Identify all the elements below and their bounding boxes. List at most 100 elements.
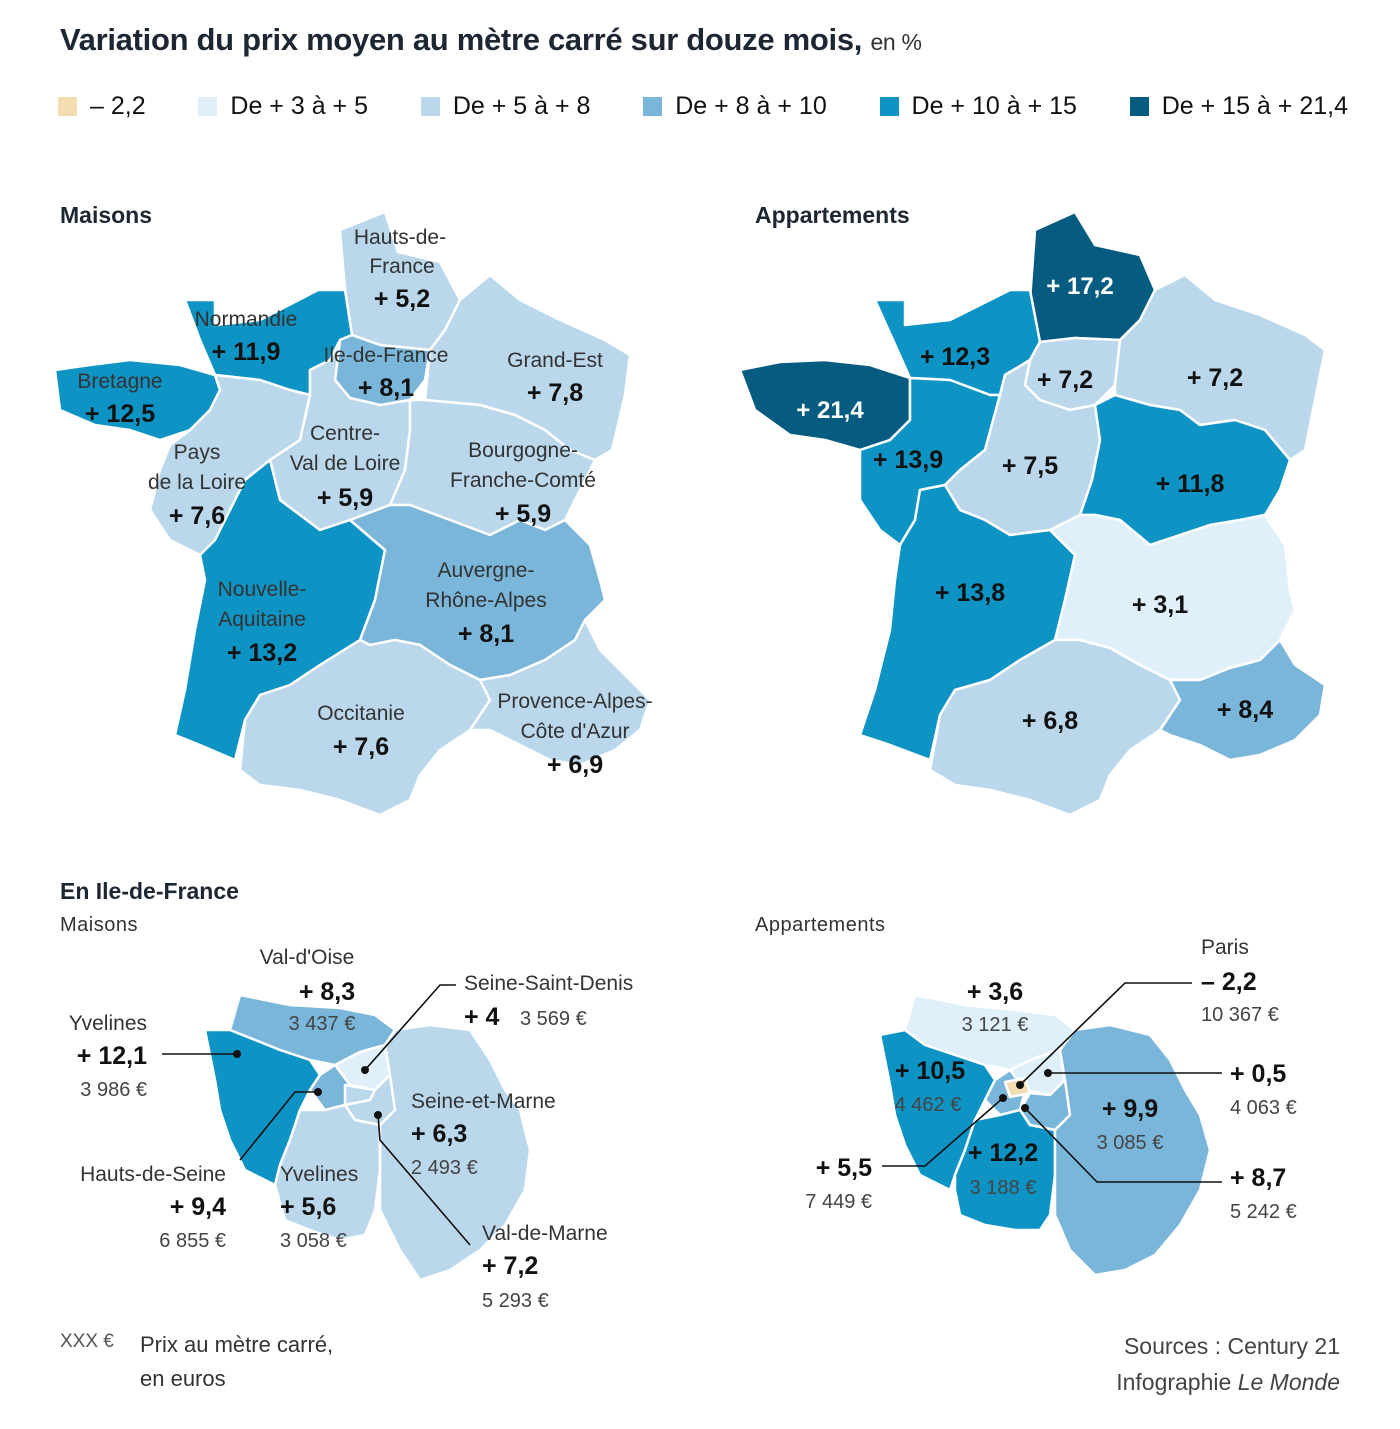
value: + 9,4 xyxy=(170,1193,226,1221)
idf-appt-label-essonne: + 12,2 3 188 € xyxy=(968,1139,1038,1199)
appartements-map xyxy=(738,210,1327,817)
legend-item-5-8: De + 5 à + 8 xyxy=(420,92,591,121)
idf-appart-labels: Paris – 2,2 10 367 € + 3,6 3 121 € + 10,… xyxy=(805,936,1296,1223)
value: + 10,5 xyxy=(895,1057,965,1085)
label-bretagne-value: + 12,5 xyxy=(85,400,155,428)
label-na-value: + 13,2 xyxy=(227,639,297,667)
label-ge-name: Grand-Est xyxy=(507,349,603,372)
price: 6 855 € xyxy=(159,1230,226,1252)
price: 2 493 € xyxy=(411,1157,478,1179)
appt-value-paca: + 8,4 xyxy=(1217,696,1273,724)
price: 7 449 € xyxy=(805,1191,872,1213)
maisons-map xyxy=(53,210,652,817)
idf-label-essonne: Yvelines + 5,6 3 058 € xyxy=(280,1163,358,1252)
idf-label-yvelines: Yvelines + 12,1 3 986 € xyxy=(69,1012,147,1101)
name: Seine-et-Marne xyxy=(411,1090,556,1113)
idf-title: En Ile-de-France xyxy=(60,878,239,904)
name: Yvelines xyxy=(69,1012,147,1035)
appt-value-na: + 13,8 xyxy=(935,579,1005,607)
legend-label: De + 15 à + 21,4 xyxy=(1161,92,1348,120)
price: 5 293 € xyxy=(482,1290,549,1312)
price: 10 367 € xyxy=(1201,1004,1279,1026)
label-ara-name2: Rhône-Alpes xyxy=(425,589,546,612)
appt-value-normandie: + 12,3 xyxy=(920,343,990,371)
idf-maisons-labels: Val-d'Oise + 8,3 3 437 € Seine-Saint-Den… xyxy=(69,946,633,1312)
price-legend: XXX € Prix au mètre carré, en euros xyxy=(60,1328,333,1396)
title-unit: en % xyxy=(870,29,922,55)
appt-value-cvl: + 7,5 xyxy=(1002,452,1058,480)
appartements-title: Appartements xyxy=(755,202,910,228)
label-paca-value: + 6,9 xyxy=(547,751,603,779)
leader-hauts-de-seine-appt xyxy=(882,1097,1004,1167)
price: 3 188 € xyxy=(970,1177,1037,1199)
leader-lines xyxy=(162,982,1222,1246)
appt-dept-essonne xyxy=(953,1108,1057,1232)
appt-value-occ: + 6,8 xyxy=(1022,707,1078,735)
label-pdl-name: Pays xyxy=(174,441,221,464)
credit-prefix: Infographie xyxy=(1116,1369,1232,1395)
value: + 12,1 xyxy=(77,1042,147,1070)
legend-swatch xyxy=(198,97,218,116)
appartements-labels: + 17,2 + 12,3 + 7,2 + 7,2 + 21,4 + 13,9 … xyxy=(796,273,1273,735)
appt-value-ge: + 7,2 xyxy=(1187,364,1243,392)
appt-dept-seine-et-marne xyxy=(1053,1023,1212,1277)
legend-label: – 2,2 xyxy=(90,92,146,120)
value: + 9,9 xyxy=(1102,1095,1158,1123)
legend-swatch xyxy=(879,97,899,116)
label-ara-name: Auvergne- xyxy=(438,559,535,582)
value: + 7,2 xyxy=(482,1252,538,1280)
legend-swatch xyxy=(643,97,663,116)
value: – 2,2 xyxy=(1201,968,1257,996)
dot xyxy=(1016,1081,1024,1089)
price: 3 437 € xyxy=(289,1013,356,1035)
label-cvl-name2: Val de Loire xyxy=(290,452,401,475)
legend-item-8-10: De + 8 à + 10 xyxy=(643,92,827,121)
region-paca xyxy=(468,618,652,767)
legend-item-negative: – 2,2 xyxy=(58,92,146,121)
legend-label: De + 10 à + 15 xyxy=(911,92,1077,120)
label-normandie-value: + 11,9 xyxy=(212,338,281,366)
leader-paris xyxy=(1019,982,1192,1086)
appt-value-idf: + 7,2 xyxy=(1037,366,1093,394)
idf-appt-label-hauts-de-seine: + 5,5 7 449 € xyxy=(805,1154,872,1213)
label-occ-name: Occitanie xyxy=(317,702,405,725)
label-idf-value: + 8,1 xyxy=(358,374,414,402)
legend-label: De + 8 à + 10 xyxy=(675,92,827,120)
leader-seine-saint-denis xyxy=(364,984,456,1071)
legend-label: De + 3 à + 5 xyxy=(230,92,369,120)
value: + 8,3 xyxy=(299,978,355,1006)
label-na-name: Nouvelle- xyxy=(218,578,307,601)
value: + 6,3 xyxy=(411,1120,467,1148)
legend-label: De + 5 à + 8 xyxy=(452,92,591,120)
name: Yvelines xyxy=(280,1163,358,1186)
dot xyxy=(1044,1069,1052,1077)
name: Val-de-Marne xyxy=(482,1222,608,1245)
price: 4 063 € xyxy=(1230,1097,1297,1119)
idf-appt-label-val-de-marne: + 8,7 5 242 € xyxy=(1230,1164,1297,1223)
idf-label-hauts-de-seine: Hauts-de-Seine + 9,4 6 855 € xyxy=(80,1163,226,1252)
idf-appt-label-seine-et-marne: + 9,9 3 085 € xyxy=(1097,1095,1164,1154)
title-text: Variation du prix moyen au mètre carré s… xyxy=(60,22,863,57)
price-legend-key: XXX € xyxy=(60,1331,114,1352)
appt-value-bfc: + 11,8 xyxy=(1156,470,1225,498)
dept-essonne xyxy=(273,1103,382,1242)
label-ge-value: + 7,8 xyxy=(527,379,583,407)
idf-appt-label-seine-saint-denis: + 0,5 4 063 € xyxy=(1230,1060,1297,1119)
idf-appt-label-yvelines: + 10,5 4 462 € xyxy=(895,1057,966,1116)
dot xyxy=(314,1088,322,1096)
label-hdf-value: + 5,2 xyxy=(374,285,430,313)
leader-hauts-de-seine xyxy=(239,1091,318,1161)
leader-dots xyxy=(233,1050,1052,1119)
value: + 8,7 xyxy=(1230,1164,1286,1192)
label-hdf-name2: France xyxy=(369,255,434,278)
price: 3 058 € xyxy=(280,1230,347,1252)
credit-name: Le Monde xyxy=(1237,1369,1340,1395)
appt-value-bretagne: + 21,4 xyxy=(796,397,864,424)
legend-item-10-15: De + 10 à + 15 xyxy=(879,92,1077,121)
idf-maisons-label: Maisons xyxy=(60,914,138,936)
color-legend: – 2,2 De + 3 à + 5 De + 5 à + 8 De + 8 à… xyxy=(58,92,1348,121)
label-ara-value: + 8,1 xyxy=(458,620,514,648)
label-pdl-name2: de la Loire xyxy=(148,471,246,494)
price: 3 085 € xyxy=(1097,1132,1164,1154)
